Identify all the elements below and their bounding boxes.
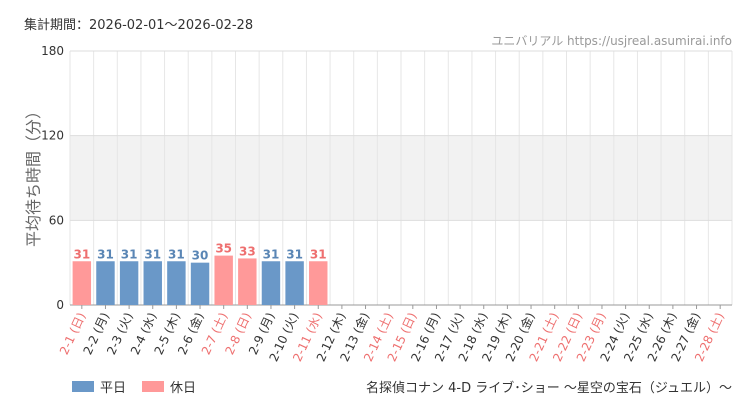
bar	[309, 261, 328, 305]
bar-value-label: 30	[192, 249, 209, 263]
bar-value-label: 31	[121, 247, 138, 261]
bar	[238, 258, 257, 305]
site-label[interactable]: ユニバリアル https://usjreal.asumirai.info	[491, 34, 732, 48]
bar-value-label: 31	[168, 247, 185, 261]
legend-weekday-label: 平日	[100, 381, 127, 396]
bar-value-label: 31	[310, 247, 327, 261]
bar	[96, 261, 115, 305]
legend: 平日 休日	[72, 377, 196, 396]
bar	[143, 261, 162, 305]
attraction-name: 名探偵コナン 4-D ライブ･ショー ～星空の宝石（ジュエル）～	[366, 381, 732, 396]
bar	[261, 261, 281, 305]
bar-value-label: 35	[215, 242, 232, 256]
bar-value-label: 31	[286, 247, 303, 261]
bar	[214, 255, 233, 305]
chart-bars	[72, 255, 328, 305]
period-label: 集計期間：2026-02-01～2026-02-28	[24, 18, 254, 33]
bar-value-label: 31	[263, 247, 280, 261]
legend-item-weekday[interactable]: 平日	[72, 377, 126, 396]
bar	[167, 261, 186, 305]
y-tick-label: 60	[49, 213, 64, 227]
y-tick-label: 180	[41, 44, 64, 58]
legend-holiday-label: 休日	[170, 381, 197, 396]
bar	[190, 262, 210, 305]
bar	[119, 261, 139, 305]
legend-item-holiday[interactable]: 休日	[142, 377, 196, 396]
bar	[285, 261, 304, 305]
bar-value-label: 31	[97, 247, 114, 261]
holiday-swatch	[142, 381, 165, 392]
y-tick-label: 120	[41, 129, 64, 143]
weekday-swatch	[72, 381, 94, 392]
bar-value-label: 33	[239, 244, 256, 258]
bar-value-label: 31	[144, 247, 161, 261]
bar	[72, 261, 92, 305]
bar-value-label: 31	[73, 247, 90, 261]
y-tick-label: 0	[56, 298, 64, 312]
chart-grid	[69, 50, 733, 309]
